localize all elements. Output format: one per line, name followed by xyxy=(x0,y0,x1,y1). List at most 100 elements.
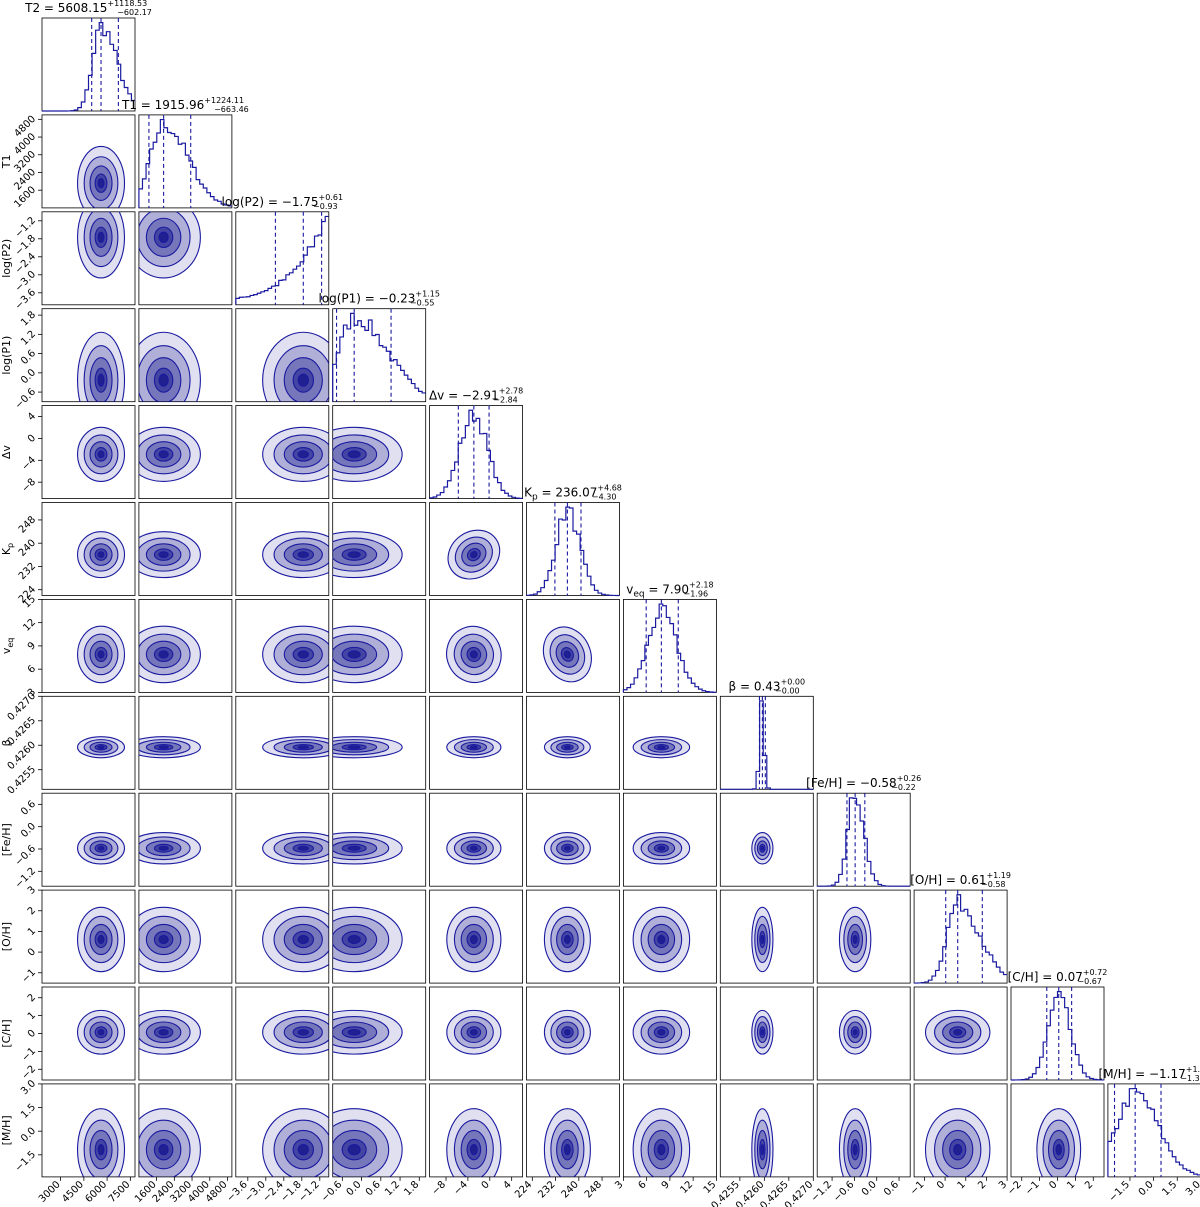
title-dv: Δv = −2.91+2.78 −2.84 xyxy=(429,387,523,405)
panel-frame xyxy=(429,792,524,887)
title-T2: T2 = 5608.15+1118.53 −602.17 xyxy=(24,0,152,17)
panel-frame xyxy=(1107,1083,1200,1178)
hist-CH xyxy=(1010,986,1105,1081)
x-tick-label: 12 xyxy=(678,1179,695,1196)
contour-T2-dv xyxy=(41,405,136,500)
contour-level xyxy=(97,650,105,659)
contour-level xyxy=(158,231,169,243)
contour-level xyxy=(760,1143,765,1156)
y-tick-label: 0 xyxy=(26,1028,38,1040)
x-tick-label: 0 xyxy=(480,1179,492,1191)
panel-frame xyxy=(623,792,717,887)
x-tick-label: 6 xyxy=(636,1179,648,1191)
contour-level xyxy=(97,745,105,750)
contour-T1-veq xyxy=(138,599,233,693)
y-axis-label: veq xyxy=(0,638,15,655)
contour-level xyxy=(158,551,169,559)
contour-level xyxy=(1055,1143,1063,1156)
panel-frame xyxy=(1010,986,1105,1081)
contour-level xyxy=(469,934,478,945)
panel-title: β = 0.43+0.00 −0.00 xyxy=(729,677,806,695)
contour-level xyxy=(563,934,571,945)
contour-level xyxy=(97,845,105,851)
panel-title: [C/H] = 0.07+0.72 −0.67 xyxy=(1008,968,1108,986)
contour-level xyxy=(262,906,329,973)
contour-level xyxy=(262,331,329,402)
contour-logP2-FeH xyxy=(235,792,330,887)
contour-T2-logP2 xyxy=(41,211,136,306)
y-tick-label: 1 xyxy=(26,1010,38,1022)
x-tick-label: −1 xyxy=(1024,1179,1042,1197)
y-tick-label: 0 xyxy=(26,433,38,445)
contour-OH-CH xyxy=(913,986,1008,1081)
hist-beta xyxy=(719,695,814,790)
contour-level xyxy=(347,934,361,945)
title-OH: [O/H] = 0.61+1.19 −0.58 xyxy=(910,871,1011,889)
contour-level xyxy=(347,845,361,851)
contour-level xyxy=(77,331,126,402)
panel-frame xyxy=(332,502,427,596)
contour-level xyxy=(138,906,201,973)
histogram-line xyxy=(235,215,329,305)
histogram-line xyxy=(1010,991,1104,1081)
contour-logP1-CH xyxy=(332,986,427,1081)
y-tick-label: −1.2 xyxy=(13,215,38,240)
contour-level xyxy=(158,745,169,750)
contour-dv-Kp xyxy=(429,502,524,596)
contour-level xyxy=(657,1028,666,1036)
contour-level xyxy=(469,1143,478,1156)
contour-veq-beta xyxy=(623,695,717,790)
y-axis-label: T1 xyxy=(0,155,13,170)
histogram-line xyxy=(429,409,523,499)
contour-level xyxy=(332,906,403,973)
panel-frame xyxy=(235,792,330,887)
contour-level xyxy=(332,831,403,865)
contour-Kp-MH xyxy=(526,1083,620,1178)
panel-title: Δv = −2.91+2.78 −2.84 xyxy=(429,387,523,405)
panel-frame xyxy=(41,211,136,306)
contour-level xyxy=(563,650,571,659)
contour-level xyxy=(97,1143,105,1156)
contour-FeH-OH xyxy=(816,889,911,984)
contour-level xyxy=(138,531,201,579)
x-tick-label: −1 xyxy=(908,1179,926,1197)
x-tick-label: 0.0 xyxy=(345,1179,364,1198)
contour-level xyxy=(262,531,329,579)
y-tick-label: 0.6 xyxy=(19,799,38,818)
panel-frame xyxy=(235,986,330,1081)
contour-T1-beta xyxy=(138,695,233,790)
y-tick-label: −0.6 xyxy=(13,386,38,411)
contour-dv-FeH xyxy=(429,792,524,887)
contour-level xyxy=(657,1143,666,1156)
panel-frame xyxy=(41,695,136,790)
contour-logP1-Kp xyxy=(332,502,427,596)
x-tick-label: 6000 xyxy=(83,1179,109,1205)
contour-dv-OH xyxy=(429,889,524,984)
title-logP1: log(P1) = −0.23+1.15 −0.55 xyxy=(318,290,440,308)
contour-veq-MH xyxy=(623,1083,717,1178)
contour-level xyxy=(297,1143,309,1156)
y-tick-label: −4 xyxy=(20,455,38,473)
contour-Kp-OH xyxy=(526,889,620,984)
hist-FeH xyxy=(816,792,911,887)
y-tick-label: 9 xyxy=(26,640,38,652)
contour-level xyxy=(297,1028,309,1036)
contour-level xyxy=(138,345,191,402)
x-tick-label: 4500 xyxy=(60,1179,86,1205)
panel-frame xyxy=(526,502,620,596)
panel-frame xyxy=(332,599,427,693)
x-tick-label: 0.4270 xyxy=(783,1179,816,1207)
x-tick-label: 232 xyxy=(536,1179,557,1200)
y-tick-label: 1.5 xyxy=(19,1102,38,1121)
panel-frame xyxy=(138,1083,233,1178)
contour-level xyxy=(158,934,169,945)
y-tick-label: 6 xyxy=(26,663,38,675)
contour-level xyxy=(138,1108,201,1177)
contour-T2-CH xyxy=(41,986,136,1081)
contour-level xyxy=(77,145,126,208)
contour-level xyxy=(138,1009,201,1055)
contour-level xyxy=(158,845,169,851)
contour-CH-MH xyxy=(1010,1083,1105,1178)
x-tick-label: 3.0 xyxy=(1184,1179,1200,1198)
contour-level xyxy=(262,736,329,759)
